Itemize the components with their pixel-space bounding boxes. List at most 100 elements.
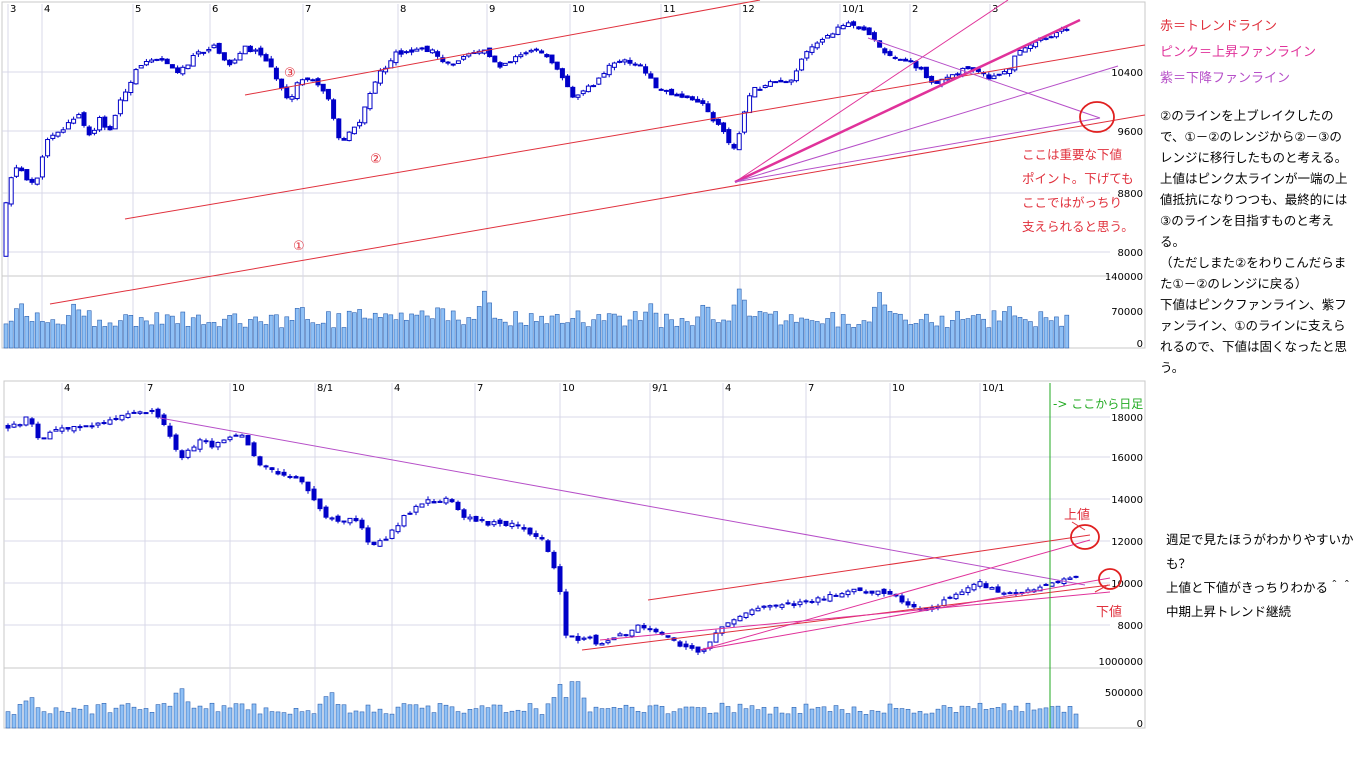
candle-body-down [169, 64, 175, 69]
candle-body-down [658, 88, 664, 91]
candle-body-down [305, 481, 311, 492]
volume-bar [955, 310, 960, 349]
volume-bar [707, 712, 713, 729]
candle-body-down [335, 515, 341, 522]
candle-body-up [509, 522, 515, 528]
candle-body-down [934, 80, 940, 84]
candle-body-down [1073, 575, 1079, 578]
candle-body-up [845, 22, 851, 28]
candle-body-down [275, 471, 281, 475]
candle-body-down [331, 99, 337, 119]
candle-body-up [237, 52, 243, 61]
y-tick-label: 12000 [1111, 537, 1143, 548]
volume-bar [377, 708, 383, 729]
volume-bar [461, 324, 466, 349]
volume-bar [346, 310, 352, 349]
volume-bar [203, 708, 209, 729]
x-tick-label: 6 [212, 4, 218, 15]
candle-body-down [81, 112, 87, 126]
volume-bar [575, 681, 581, 729]
candle-body-down [440, 57, 446, 63]
candle-body-up [736, 133, 742, 151]
volume-bar [473, 708, 479, 729]
volume-bar [34, 312, 40, 349]
volume-bar [953, 712, 959, 729]
volume-bar [617, 315, 622, 349]
volume-bar [700, 304, 706, 349]
volume-bar [539, 315, 544, 349]
volume-bar [65, 712, 71, 729]
candle-body-down [325, 88, 331, 100]
volume-bar [227, 707, 233, 729]
volume-bar [533, 708, 539, 729]
volume-bar [866, 321, 872, 349]
volume-bar [456, 319, 461, 349]
volume-bar [492, 317, 498, 349]
candle-body-down [24, 169, 30, 181]
candle-body-up [596, 77, 602, 85]
candle-body-up [97, 116, 103, 131]
candle-body-down [897, 58, 903, 61]
candle-body-down [559, 68, 565, 79]
candle-body-down [665, 635, 671, 638]
volume-bar [71, 707, 77, 729]
candle-body-up [623, 634, 629, 637]
volume-bar [144, 320, 149, 349]
volume-bar [221, 705, 227, 729]
volume-bar [623, 704, 629, 729]
volume-bar [215, 711, 221, 729]
volume-bar [658, 327, 664, 349]
volume-bar [395, 706, 401, 729]
candle-body-down [5, 424, 11, 429]
volume-bar [773, 706, 779, 729]
volume-bar [245, 709, 251, 729]
candle-body-up [185, 449, 191, 458]
volume-bar [635, 711, 641, 729]
line-3-label: ③ [284, 66, 296, 81]
channel-upper [647, 534, 1091, 601]
trendline-3 [244, 0, 761, 96]
candle-body-down [995, 586, 1001, 593]
candle-body-down [861, 26, 867, 31]
candle-body-up [799, 58, 805, 71]
candle-body-down [35, 423, 41, 439]
volume-bar [924, 313, 929, 349]
candle-body-down [669, 88, 675, 96]
volume-bar [664, 313, 669, 349]
volume-bar [757, 311, 763, 349]
candle-body-up [407, 512, 413, 515]
candle-body-down [175, 67, 181, 74]
volume-bar [471, 318, 477, 349]
candle-body-up [518, 54, 524, 58]
volume-bar [970, 315, 976, 349]
volume-bar [923, 713, 929, 729]
candle-body-down [497, 519, 503, 524]
volume-bar [383, 713, 389, 729]
candle-body-up [606, 64, 612, 76]
volume-bar [840, 314, 846, 349]
candle-body-down [383, 538, 389, 541]
candle-body-down [983, 583, 989, 589]
volume-bar [779, 712, 785, 729]
volume-bar [683, 706, 689, 729]
pink-fanline-weekly [699, 539, 1091, 651]
candle-body-down [435, 51, 441, 57]
volume-bar [128, 315, 134, 349]
candle-body-up [737, 615, 743, 622]
upper-value-label: 上値 [1064, 508, 1091, 523]
volume-bar [755, 709, 761, 729]
candle-body-down [209, 440, 215, 448]
candle-body-up [23, 416, 29, 426]
candle-body-up [749, 609, 755, 615]
volume-bar [435, 307, 440, 349]
volume-bar [3, 323, 9, 349]
volume-bar [274, 314, 279, 349]
volume-bar [736, 288, 742, 349]
candle-body-up [119, 414, 125, 421]
volume-bar [388, 314, 394, 349]
candle-body-down [341, 520, 347, 523]
candle-body-up [788, 79, 794, 83]
x-tick-label: 4 [64, 383, 70, 394]
x-tick-label: 9 [489, 4, 495, 15]
volume-bar [97, 319, 102, 349]
